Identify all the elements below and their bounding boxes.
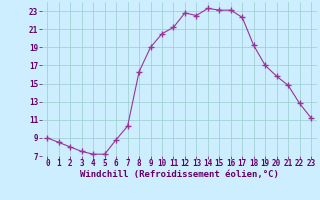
- X-axis label: Windchill (Refroidissement éolien,°C): Windchill (Refroidissement éolien,°C): [80, 170, 279, 179]
